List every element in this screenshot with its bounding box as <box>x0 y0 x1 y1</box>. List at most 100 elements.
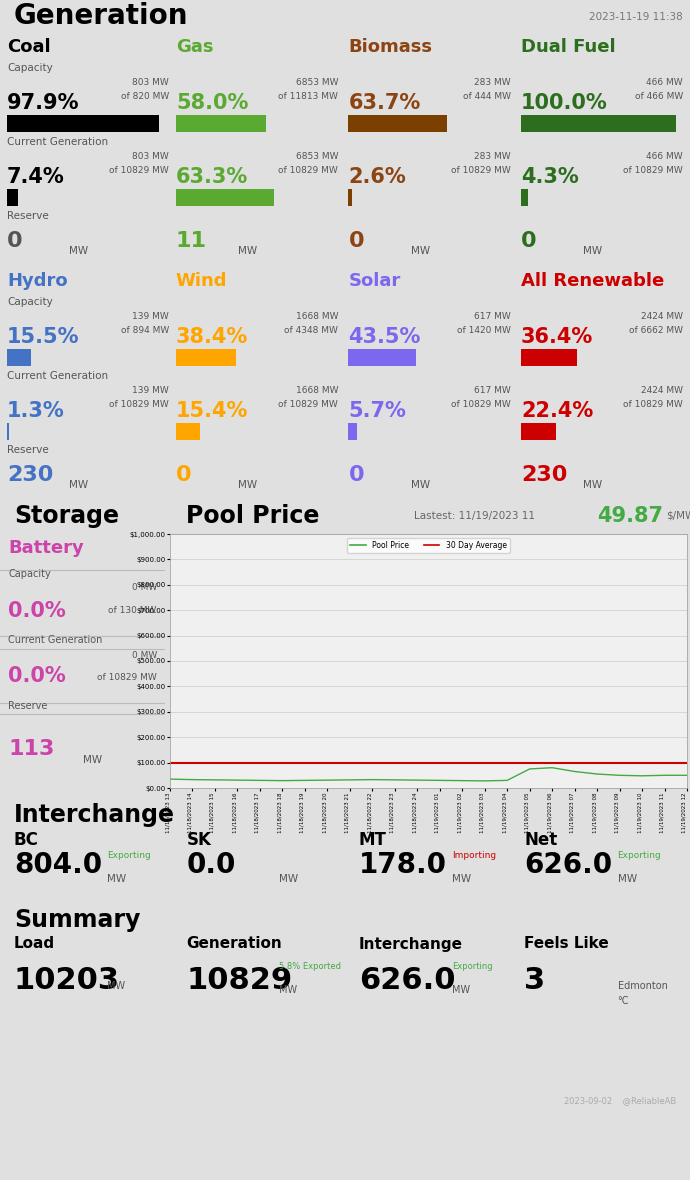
Text: of 444 MW: of 444 MW <box>462 92 511 100</box>
Text: Exporting: Exporting <box>107 852 150 860</box>
Text: Current Generation: Current Generation <box>7 371 108 381</box>
Text: MW: MW <box>279 984 297 995</box>
Text: of 4348 MW: of 4348 MW <box>284 326 338 335</box>
Text: All Renewable: All Renewable <box>521 273 664 290</box>
Bar <box>348 116 447 132</box>
Text: of 10829 MW: of 10829 MW <box>278 165 338 175</box>
Text: of 10829 MW: of 10829 MW <box>451 165 511 175</box>
Text: 626.0: 626.0 <box>524 851 613 879</box>
Text: Interchange: Interchange <box>14 804 175 827</box>
Text: 7.4%: 7.4% <box>7 166 65 186</box>
Text: 6853 MW: 6853 MW <box>295 152 338 160</box>
Text: 22.4%: 22.4% <box>521 401 593 421</box>
Pool Price <box>615 768 624 782</box>
30 Day Average <box>188 755 197 769</box>
Text: of 130 MW: of 130 MW <box>108 607 157 616</box>
Text: 617 MW: 617 MW <box>474 312 511 321</box>
Text: 2023-11-19 11:38: 2023-11-19 11:38 <box>589 12 683 21</box>
Text: 2023-09-02    @ReliableAB: 2023-09-02 @ReliableAB <box>564 1096 676 1106</box>
Text: of 6662 MW: of 6662 MW <box>629 326 683 335</box>
Bar <box>7 424 9 440</box>
Text: 63.7%: 63.7% <box>348 93 421 112</box>
Text: 6853 MW: 6853 MW <box>295 78 338 87</box>
Text: 63.3%: 63.3% <box>176 166 248 186</box>
Bar <box>521 349 578 366</box>
Text: MT: MT <box>359 831 386 848</box>
Text: Feels Like: Feels Like <box>524 937 609 951</box>
Text: of 466 MW: of 466 MW <box>635 92 683 100</box>
Text: MW: MW <box>279 873 299 884</box>
Bar <box>176 190 274 205</box>
Text: MW: MW <box>411 245 430 256</box>
Pool Price <box>435 773 444 787</box>
Text: °C: °C <box>618 996 629 1007</box>
Text: 10203: 10203 <box>14 966 120 995</box>
Bar <box>7 190 19 205</box>
Text: of 10829 MW: of 10829 MW <box>623 400 683 408</box>
Text: of 10829 MW: of 10829 MW <box>109 400 169 408</box>
Text: Coal: Coal <box>7 38 50 55</box>
Text: Gas: Gas <box>176 38 213 55</box>
Pool Price <box>480 774 489 788</box>
Text: 36.4%: 36.4% <box>521 327 593 347</box>
30 Day Average <box>166 755 174 769</box>
Pool Price <box>526 762 534 776</box>
Text: 0: 0 <box>348 465 364 485</box>
Text: $/MW: $/MW <box>666 511 690 522</box>
Pool Price <box>323 773 331 787</box>
Text: Capacity: Capacity <box>7 63 52 73</box>
Text: 100.0%: 100.0% <box>521 93 608 112</box>
Text: 626.0: 626.0 <box>359 966 455 995</box>
Text: 113: 113 <box>8 739 55 759</box>
Text: Exporting: Exporting <box>452 962 493 971</box>
Text: Dual Fuel: Dual Fuel <box>521 38 615 55</box>
Text: Current Generation: Current Generation <box>8 635 103 645</box>
Text: 178.0: 178.0 <box>359 851 447 879</box>
Text: Hydro: Hydro <box>7 273 68 290</box>
Text: Solar: Solar <box>348 273 401 290</box>
Text: 58.0%: 58.0% <box>176 93 248 112</box>
Text: MW: MW <box>69 479 88 490</box>
Pool Price <box>188 773 197 787</box>
Pool Price <box>660 768 669 782</box>
Text: 466 MW: 466 MW <box>647 152 683 160</box>
Bar <box>348 190 353 205</box>
Text: Capacity: Capacity <box>7 297 52 307</box>
Pool Price <box>211 773 219 787</box>
Text: 0.0: 0.0 <box>186 851 236 879</box>
Text: 4.3%: 4.3% <box>521 166 579 186</box>
Text: MW: MW <box>411 479 430 490</box>
Bar <box>521 116 676 132</box>
Bar <box>7 116 159 132</box>
Text: of 820 MW: of 820 MW <box>121 92 169 100</box>
Bar <box>176 424 200 440</box>
Pool Price <box>593 767 601 781</box>
Text: Wind: Wind <box>176 273 228 290</box>
Text: of 10829 MW: of 10829 MW <box>97 673 157 682</box>
Text: MW: MW <box>618 873 637 884</box>
Pool Price <box>683 768 690 782</box>
Text: Net: Net <box>524 831 558 848</box>
Pool Price <box>368 773 377 787</box>
Text: 2424 MW: 2424 MW <box>641 386 683 395</box>
Text: 38.4%: 38.4% <box>176 327 248 347</box>
Text: Lastest: 11/19/2023 11: Lastest: 11/19/2023 11 <box>414 511 535 522</box>
Text: 804.0: 804.0 <box>14 851 102 879</box>
Text: 617 MW: 617 MW <box>474 386 511 395</box>
Text: 5.7%: 5.7% <box>348 401 406 421</box>
Text: MW: MW <box>452 873 471 884</box>
Text: 43.5%: 43.5% <box>348 327 421 347</box>
Text: Edmonton: Edmonton <box>618 982 667 991</box>
Text: 0: 0 <box>176 465 192 485</box>
Pool Price <box>413 773 422 787</box>
Text: Capacity: Capacity <box>8 569 51 578</box>
Text: Current Generation: Current Generation <box>7 137 108 148</box>
Text: MW: MW <box>238 245 257 256</box>
Text: 803 MW: 803 MW <box>132 78 169 87</box>
Text: 3: 3 <box>524 966 546 995</box>
Bar <box>521 190 528 205</box>
Text: Summary: Summary <box>14 907 140 932</box>
Text: Load: Load <box>14 937 55 951</box>
Text: 2424 MW: 2424 MW <box>641 312 683 321</box>
Pool Price <box>571 765 579 779</box>
